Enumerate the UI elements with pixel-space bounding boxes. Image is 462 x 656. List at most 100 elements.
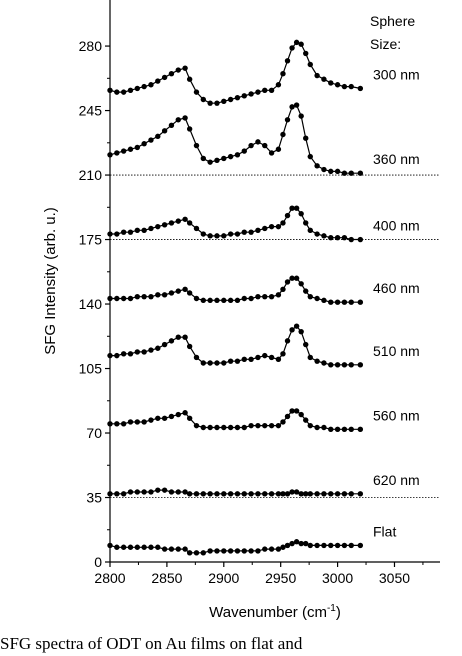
data-point: [214, 100, 220, 106]
data-point: [221, 424, 227, 431]
data-point: [200, 491, 207, 497]
data-point: [234, 491, 241, 497]
data-point: [357, 362, 364, 368]
data-point: [234, 297, 241, 304]
data-point: [284, 117, 291, 123]
data-point: [314, 163, 320, 169]
data-point: [321, 360, 327, 366]
data-point: [114, 491, 120, 497]
data-point: [248, 229, 254, 235]
data-point: [255, 139, 261, 145]
data-point: [275, 422, 282, 429]
data-point: [120, 421, 127, 427]
data-point: [193, 89, 200, 95]
data-point: [227, 358, 234, 364]
data-point: [134, 144, 141, 151]
series-line-7: [109, 541, 361, 554]
data-point: [161, 415, 168, 421]
data-point: [134, 85, 141, 92]
data-point: [268, 293, 275, 300]
data-point: [275, 223, 282, 230]
x-tick-label-2900: 2900: [208, 570, 239, 586]
data-point: [293, 408, 300, 414]
data-point: [182, 410, 188, 416]
data-point: [275, 491, 282, 497]
data-point: [214, 233, 220, 239]
data-point: [341, 299, 348, 305]
data-point: [262, 142, 268, 149]
data-point: [120, 148, 127, 154]
data-point: [268, 546, 275, 552]
data-point: [168, 71, 175, 77]
data-point: [207, 233, 213, 239]
data-point: [303, 341, 309, 348]
data-point: [127, 544, 134, 550]
series-line-0: [109, 41, 361, 104]
data-point: [186, 415, 193, 421]
y-tick-label-280: 280: [79, 38, 103, 54]
data-point: [262, 422, 268, 429]
data-point: [284, 338, 291, 344]
data-point: [214, 157, 220, 164]
data-point: [262, 546, 268, 552]
data-point: [328, 426, 334, 433]
data-point: [298, 328, 304, 335]
data-point: [307, 153, 313, 160]
data-point: [141, 227, 147, 234]
data-point: [134, 227, 141, 234]
data-point: [141, 419, 147, 425]
data-point: [241, 424, 247, 431]
x-axis-title: Wavenumber (cm-1): [209, 603, 341, 621]
data-point: [127, 87, 134, 93]
data-point: [120, 491, 127, 497]
data-point: [248, 422, 254, 429]
legend-title-line1: Sphere: [370, 13, 415, 29]
data-point: [234, 231, 241, 237]
data-point: [127, 419, 134, 425]
data-point: [293, 489, 300, 495]
data-point: [120, 89, 127, 95]
data-point: [248, 356, 254, 363]
data-point: [280, 220, 286, 226]
data-point: [298, 491, 304, 497]
data-point: [175, 411, 181, 418]
data-point: [120, 295, 127, 302]
y-tick-label-35: 35: [86, 490, 102, 506]
data-point: [134, 489, 141, 495]
data-point: [114, 150, 120, 156]
data-point: [284, 413, 291, 420]
series-line-1: [109, 104, 361, 174]
data-point: [141, 293, 147, 300]
data-point: [348, 83, 354, 90]
data-point: [348, 491, 354, 497]
data-point: [280, 286, 286, 292]
data-point: [328, 168, 334, 175]
data-point: [307, 61, 313, 68]
data-point: [348, 542, 354, 549]
data-point: [303, 288, 309, 294]
x-tick-label-3000: 3000: [322, 570, 353, 586]
data-point: [241, 356, 247, 363]
x-axis-title-end: ): [336, 604, 341, 621]
data-point: [255, 354, 261, 361]
series-label-4: 510 nm: [373, 343, 420, 359]
data-point: [348, 362, 354, 368]
data-point: [227, 153, 234, 160]
data-point: [307, 354, 313, 361]
data-point: [214, 548, 220, 554]
data-point: [221, 155, 227, 162]
series-label-0: 300 nm: [373, 66, 420, 82]
data-point: [334, 299, 341, 305]
data-point: [161, 341, 168, 348]
data-point: [293, 275, 300, 281]
data-point: [175, 218, 181, 224]
data-point: [334, 82, 341, 88]
x-tick-label-2850: 2850: [151, 570, 182, 586]
data-point: [207, 297, 213, 304]
data-point: [314, 542, 320, 549]
data-point: [268, 354, 275, 361]
data-point: [268, 87, 275, 93]
data-point: [241, 295, 247, 302]
series-line-6: [110, 489, 361, 495]
data-point: [200, 424, 207, 431]
